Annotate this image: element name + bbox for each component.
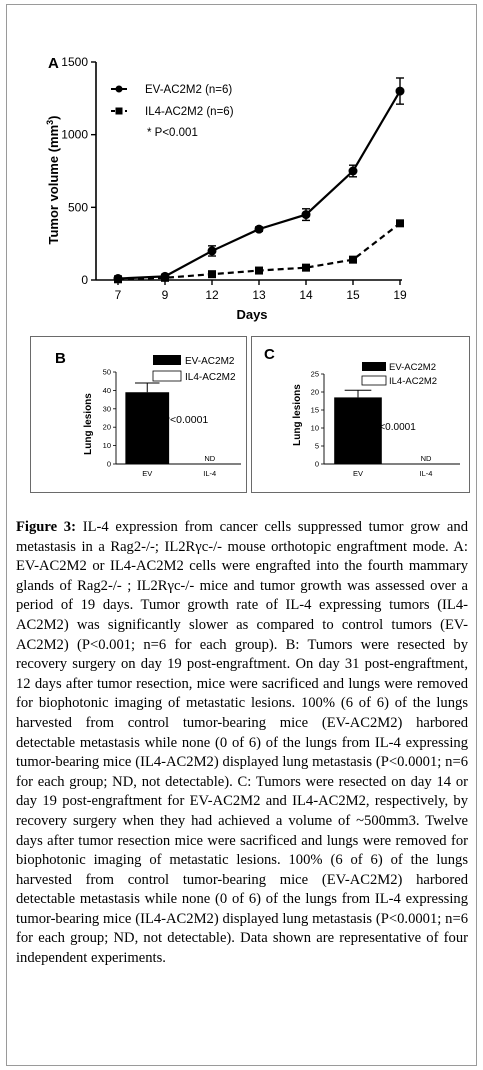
x-tick-label: IL-4 xyxy=(203,469,216,478)
data-point xyxy=(254,224,264,234)
legend: EV-AC2M2 IL4-AC2M2 xyxy=(152,355,236,383)
x-tick-label: 12 xyxy=(205,288,219,302)
series-line-ev xyxy=(117,90,401,280)
y-axis-title: Lung lesions xyxy=(83,393,94,455)
bar xyxy=(334,397,382,464)
panel-c-letter: C xyxy=(264,346,275,363)
y-tick-label: 10 xyxy=(103,441,111,450)
annotation-pvalue: * P<0.0001 xyxy=(366,422,416,433)
data-point xyxy=(114,275,122,284)
x-tick-label: 19 xyxy=(393,288,407,302)
data-point xyxy=(255,266,263,275)
y-tick-label: 20 xyxy=(103,423,111,432)
y-tick-label: 0 xyxy=(107,460,111,469)
legend-label-ev: EV-AC2M2 xyxy=(389,362,436,373)
data-point xyxy=(301,210,311,220)
bar-label: ND xyxy=(204,454,215,463)
panel-c-box: C 0 5 10 15 20 25 EV IL-4 ND Lung lesions EV-AC… xyxy=(251,336,470,493)
data-point xyxy=(302,263,310,272)
y-axis-title: Lung lesions xyxy=(292,384,303,446)
data-point xyxy=(396,219,404,228)
bar-label: ND xyxy=(421,454,432,463)
x-tick-label: 9 xyxy=(162,288,169,302)
x-tick-label: 14 xyxy=(299,288,313,302)
legend-swatch-il4 xyxy=(361,375,387,386)
caption-label: Figure 3: xyxy=(16,519,76,535)
caption-text: IL-4 expression from cancer cells suppre… xyxy=(16,519,468,967)
chart-panel-c: C 0 5 10 15 20 25 EV IL-4 ND Lung lesions EV-AC… xyxy=(264,346,460,478)
x-axis-title: Days xyxy=(236,307,267,322)
x-tick-label: EV xyxy=(353,469,363,478)
y-axis-title: Tumor volume (mm3) xyxy=(45,115,61,244)
y-tick-label: 0 xyxy=(81,273,88,287)
y-tick-label: 25 xyxy=(311,370,319,379)
chart-panel-a: A 0 500 1000 1500 7 9 12 13 14 15 19 Tumor volume … xyxy=(45,55,407,322)
legend-label-ev: EV-AC2M2 (n=6) xyxy=(145,84,232,96)
annotation-pvalue: * P<0.001 xyxy=(147,127,198,139)
y-tick-label: 15 xyxy=(311,406,319,415)
data-point xyxy=(395,86,405,96)
chart-panel-b: B 0 10 20 30 40 50 EV IL-4 ND Lung lesions EV-A… xyxy=(55,350,241,478)
data-point xyxy=(161,273,169,282)
y-tick-label: 1000 xyxy=(61,128,88,142)
legend-swatch-il4 xyxy=(152,370,182,382)
data-point xyxy=(208,270,216,279)
y-tick-label: 50 xyxy=(103,368,111,377)
data-point xyxy=(348,166,358,176)
y-tick-label: 0 xyxy=(315,460,319,469)
y-tick-label: 10 xyxy=(311,424,319,433)
panel-b-box: B 0 10 20 30 40 50 EV IL-4 ND Lung lesions EV-A… xyxy=(30,336,247,493)
legend-label-ev: EV-AC2M2 xyxy=(185,356,235,367)
y-tick-label: 30 xyxy=(103,404,111,413)
x-tick-label: EV xyxy=(142,469,152,478)
legend-label-il4: IL4-AC2M2 (n=6) xyxy=(145,106,234,118)
legend-label-il4: IL4-AC2M2 xyxy=(389,376,437,387)
data-point xyxy=(349,255,357,264)
bar xyxy=(125,392,170,464)
legend: EV-AC2M2 (n=6) IL4-AC2M2 (n=6) * P<0.001 xyxy=(111,84,234,139)
annotation-pvalue: * P<0.0001 xyxy=(156,414,208,426)
figure-frame xyxy=(6,4,477,1066)
legend-swatch-ev xyxy=(362,362,386,371)
legend-marker-ev xyxy=(115,85,123,93)
panel-b-letter: B xyxy=(55,350,66,367)
y-tick-label: 1500 xyxy=(61,55,88,69)
x-tick-label: 13 xyxy=(252,288,266,302)
legend-marker-il4 xyxy=(115,107,123,115)
x-tick-label: IL-4 xyxy=(420,469,433,478)
y-tick-label: 500 xyxy=(68,200,88,214)
data-point xyxy=(207,246,217,256)
legend-label-il4: IL4-AC2M2 xyxy=(185,372,236,383)
x-tick-label: 15 xyxy=(346,288,360,302)
x-tick-label: 7 xyxy=(115,288,122,302)
y-tick-label: 20 xyxy=(311,388,319,397)
figure-caption: Figure 3: IL-4 expression from cancer ce… xyxy=(16,518,468,969)
y-tick-label: 40 xyxy=(103,386,111,395)
legend: EV-AC2M2 IL4-AC2M2 xyxy=(361,362,437,387)
y-tick-label: 5 xyxy=(315,442,319,451)
panel-a-letter: A xyxy=(48,55,59,72)
legend-swatch-ev xyxy=(153,355,181,365)
